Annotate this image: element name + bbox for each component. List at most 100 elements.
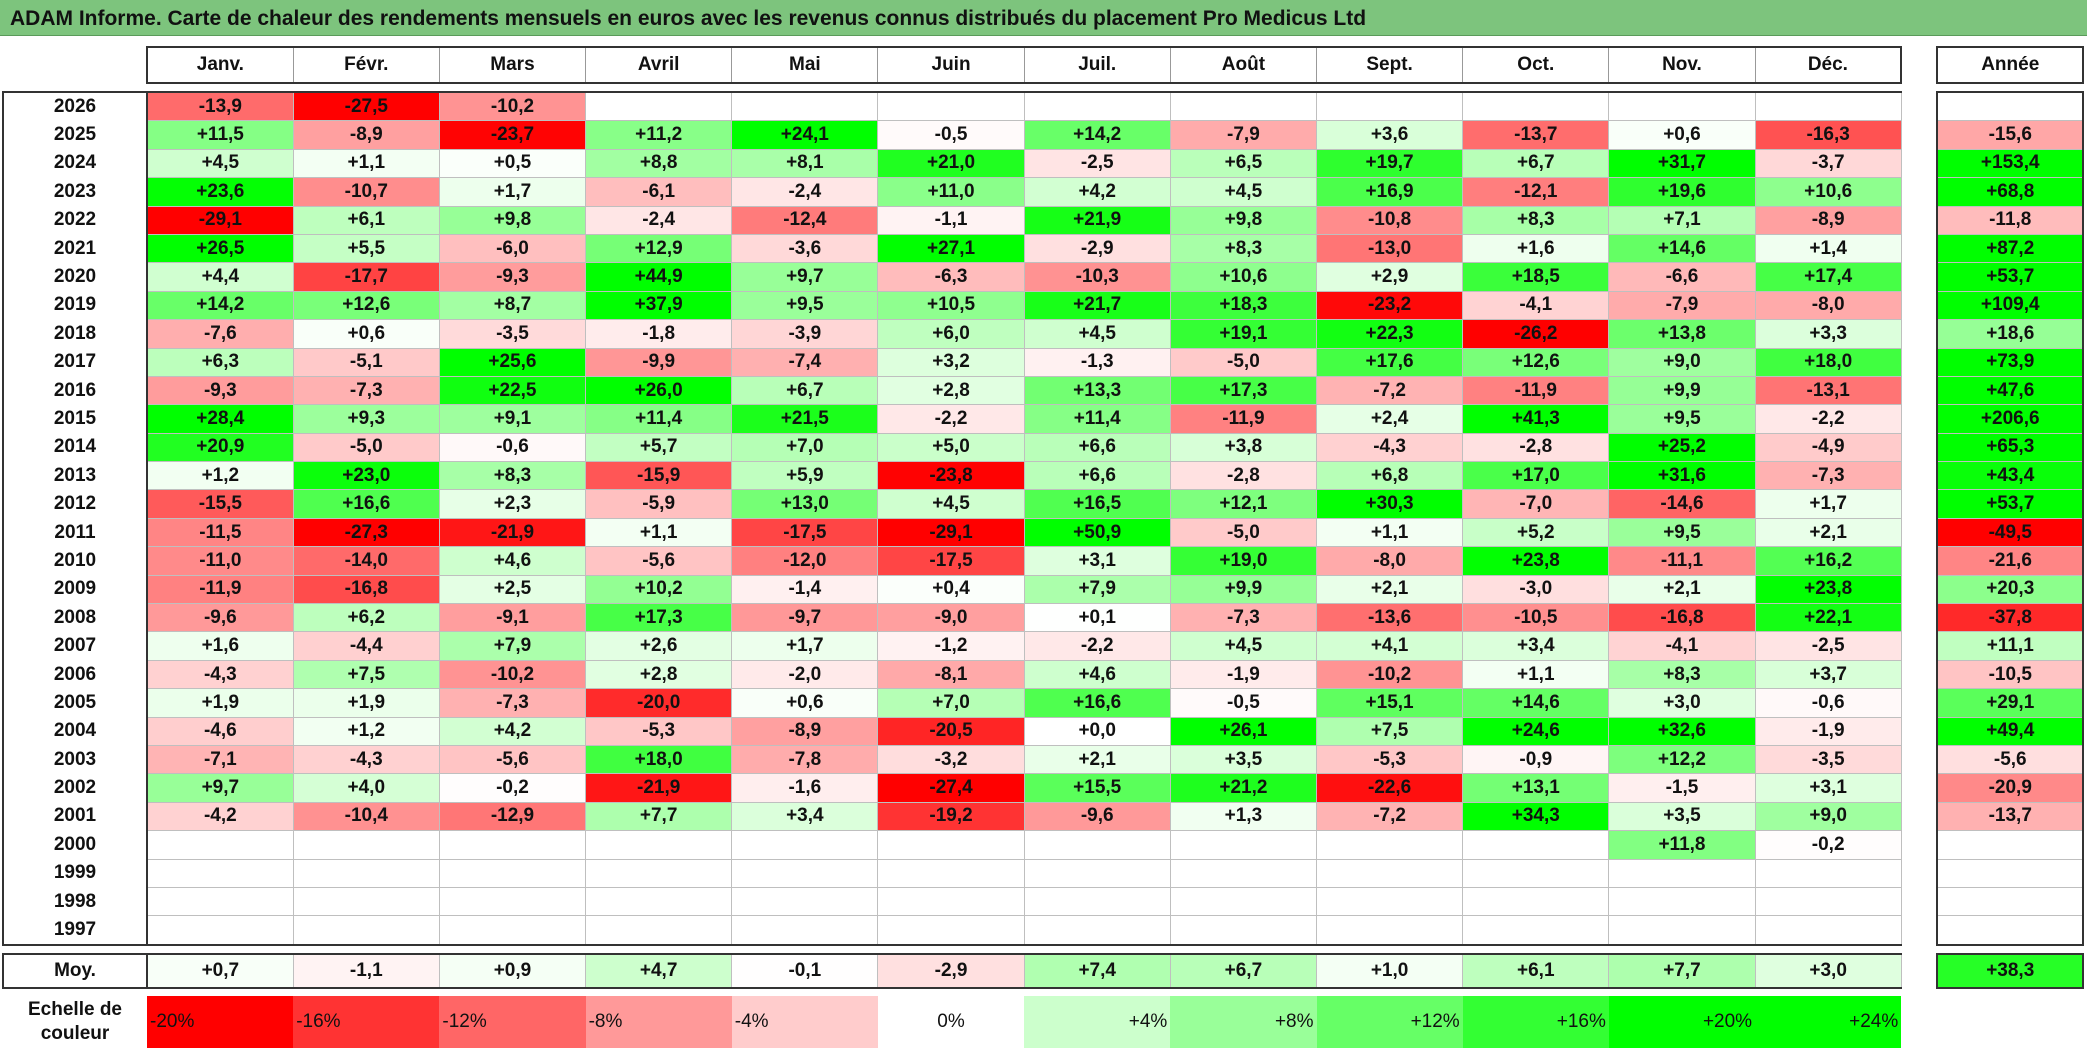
heat-cell	[1608, 858, 1756, 888]
heatmap-table: Janv. Févr. Mars Avril Mai Juin Juil. Août Sept.…	[2, 46, 2085, 1048]
column-gap	[1901, 348, 1938, 377]
average-cell: -2,9	[877, 952, 1025, 989]
heat-cell: +7,5	[1315, 716, 1464, 746]
heat-cell: +6,1	[292, 205, 440, 235]
heat-cell	[1315, 91, 1464, 122]
year-row: 1998	[2, 886, 2085, 917]
heat-cell: -2,2	[1754, 404, 1902, 434]
heat-cell: -9,7	[731, 603, 879, 633]
heat-cell: -2,4	[731, 177, 879, 207]
heat-cell: +3,5	[1169, 744, 1318, 775]
heat-cell	[1169, 91, 1318, 122]
year-row: 2010 -11,0 -14,0 +4,6 -5,6 -12,0 -17,5 +3,1 +19,…	[2, 546, 2085, 576]
annual-cell: -11,8	[1936, 205, 2085, 235]
heat-cell: +1,4	[1754, 233, 1902, 264]
year-row: 2006 -4,3 +7,5 -10,2 +2,8 -2,0 -8,1 +4,6 -1,9 -10…	[2, 659, 2085, 690]
year-row: 2019 +14,2 +12,6 +8,7 +37,9 +9,5 +10,5 +21,7 +18…	[2, 290, 2085, 321]
heat-cell: -0,2	[438, 773, 587, 803]
heat-cell: +16,5	[1023, 489, 1171, 519]
heat-cell: +7,9	[1023, 574, 1171, 605]
column-gap	[1901, 830, 1938, 860]
heat-cell: +11,2	[585, 120, 733, 150]
heat-cell: -13,1	[1754, 375, 1902, 406]
heat-cell: -5,0	[1169, 517, 1318, 548]
heat-cell: +2,6	[585, 631, 733, 661]
heat-cell: -15,5	[146, 489, 294, 519]
heat-cell: +31,6	[1608, 461, 1756, 491]
column-gap	[1901, 859, 1938, 888]
heat-cell: +34,3	[1462, 801, 1610, 832]
heat-cell	[731, 858, 879, 888]
heat-cell: +11,4	[1023, 404, 1171, 434]
heat-cell: +1,6	[1462, 233, 1610, 264]
month-header: Juil.	[1023, 46, 1171, 84]
heat-cell: +2,8	[585, 659, 733, 690]
year-label: 2023	[2, 177, 148, 207]
heat-cell: +4,5	[877, 489, 1025, 519]
heat-cell: -10,7	[292, 177, 440, 207]
annual-cell: +18,6	[1936, 319, 2085, 349]
heat-cell: +2,1	[1315, 574, 1464, 605]
annual-cell: +20,3	[1936, 574, 2085, 605]
heat-cell: -27,5	[292, 91, 440, 122]
heat-cell: +6,6	[1023, 461, 1171, 491]
heat-cell	[292, 858, 440, 888]
heat-cell: +6,7	[1462, 148, 1610, 179]
heat-cell: -13,0	[1315, 233, 1464, 264]
heat-cell: +19,1	[1169, 319, 1318, 349]
heat-cell	[1315, 915, 1464, 946]
year-label: 2011	[2, 518, 148, 547]
heat-cell: +4,5	[1169, 177, 1318, 207]
heat-cell: +23,8	[1462, 546, 1610, 576]
column-gap	[1937, 995, 2084, 1048]
heat-cell: -4,6	[146, 716, 294, 746]
heat-cell: +2,1	[1023, 744, 1171, 775]
year-label: 2015	[2, 404, 148, 434]
heat-cell: +6,8	[1315, 461, 1464, 491]
heat-cell: +3,5	[1608, 801, 1756, 832]
heat-cell: +18,5	[1462, 262, 1610, 292]
heat-cell: -2,5	[1754, 631, 1902, 661]
heat-cell	[438, 858, 587, 888]
heat-cell: +10,5	[877, 290, 1025, 321]
heat-cell	[1023, 830, 1171, 860]
year-label: 2002	[2, 773, 148, 803]
heat-cell: +15,1	[1315, 688, 1464, 718]
heat-cell: +41,3	[1462, 404, 1610, 434]
heat-cell	[1462, 830, 1610, 860]
year-row: 2026 -13,9 -27,5 -10,2	[2, 91, 2085, 122]
heat-cell: +9,5	[1608, 404, 1756, 434]
year-row: 2008 -9,6 +6,2 -9,1 +17,3 -9,7 -9,0 +0,1 -7,3 -13…	[2, 603, 2085, 633]
header-corner	[3, 47, 147, 83]
heat-cell: -15,9	[585, 461, 733, 491]
year-label: 2000	[2, 830, 148, 860]
year-row: 2014 +20,9 -5,0 -0,6 +5,7 +7,0 +5,0 +6,6 +3,8 -4,…	[2, 432, 2085, 463]
heat-cell	[877, 858, 1025, 888]
heat-cell: -6,3	[877, 262, 1025, 292]
heat-cell: +9,0	[1608, 347, 1756, 377]
column-gap	[1901, 631, 1938, 661]
year-label: 2003	[2, 745, 148, 774]
year-label: 2005	[2, 688, 148, 718]
heat-cell: -0,5	[1169, 688, 1318, 718]
heat-cell: -7,3	[1754, 461, 1902, 491]
heat-cell: +2,1	[1608, 574, 1756, 605]
year-label: 2016	[2, 376, 148, 405]
annual-cell: +53,7	[1936, 262, 2085, 292]
heat-cell: -1,5	[1608, 773, 1756, 803]
heat-cell: -13,7	[1462, 120, 1610, 150]
heat-cell: -8,0	[1315, 546, 1464, 576]
year-row: 2015 +28,4 +9,3 +9,1 +11,4 +21,5 -2,2 +11,4 -11,…	[2, 404, 2085, 434]
heat-cell: -9,3	[146, 375, 294, 406]
heat-cell: +4,6	[1023, 659, 1171, 690]
heat-cell: -9,6	[146, 603, 294, 633]
heat-cell: -10,4	[292, 801, 440, 832]
month-header: Sept.	[1315, 46, 1464, 84]
year-label: 2008	[2, 603, 148, 632]
heat-cell: +4,0	[292, 773, 440, 803]
heat-cell: +10,6	[1754, 177, 1902, 207]
annual-cell: +206,6	[1936, 404, 2085, 434]
heat-cell: -6,1	[585, 177, 733, 207]
heat-cell: +16,2	[1754, 546, 1902, 576]
heat-cell: +16,6	[1023, 688, 1171, 718]
